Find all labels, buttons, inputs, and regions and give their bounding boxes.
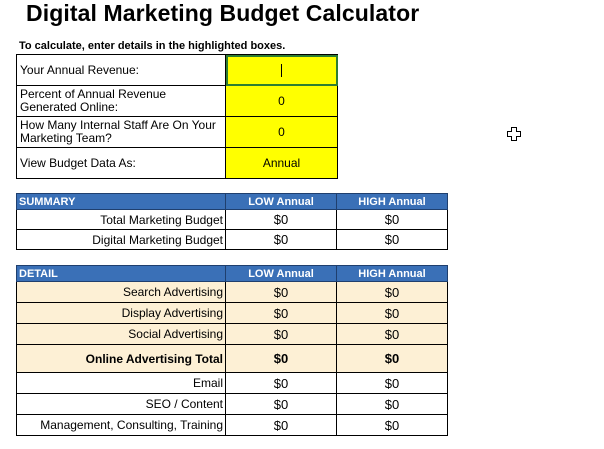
row-label[interactable]: Display Advertising <box>16 302 226 324</box>
table-row: SEO / Content $0 $0 <box>16 393 448 415</box>
summary-table: SUMMARY LOW Annual HIGH Annual Total Mar… <box>16 193 448 250</box>
move-cursor-icon <box>507 127 521 141</box>
high-value[interactable]: $0 <box>336 393 448 415</box>
table-row: Digital Marketing Budget $0 $0 <box>16 229 448 250</box>
detail-header: DETAIL <box>16 265 226 282</box>
table-row: Display Advertising $0 $0 <box>16 302 448 324</box>
percent-online-label: Percent of Annual Revenue Generated Onli… <box>16 85 226 117</box>
table-row: Social Advertising $0 $0 <box>16 323 448 345</box>
low-annual-header: LOW Annual <box>225 265 337 282</box>
high-value[interactable]: $0 <box>336 323 448 345</box>
high-value[interactable]: $0 <box>336 209 448 230</box>
staff-count-label: How Many Internal Staff Are On Your Mark… <box>16 116 226 148</box>
low-value[interactable]: $0 <box>225 302 337 324</box>
staff-count-input[interactable]: 0 <box>225 116 338 148</box>
summary-header: SUMMARY <box>16 193 226 210</box>
row-label[interactable]: Email <box>16 372 226 394</box>
row-label[interactable]: Digital Marketing Budget <box>16 229 226 250</box>
revenue-input[interactable] <box>225 54 338 86</box>
row-label[interactable]: Management, Consulting, Training <box>16 414 226 436</box>
row-label[interactable]: Social Advertising <box>16 323 226 345</box>
text-cursor <box>281 64 282 78</box>
table-row: Management, Consulting, Training $0 $0 <box>16 414 448 436</box>
input-table: Your Annual Revenue: Percent of Annual R… <box>16 54 338 179</box>
page-title: Digital Marketing Budget Calculator <box>26 0 420 26</box>
high-annual-header: HIGH Annual <box>336 265 448 282</box>
row-label[interactable]: Search Advertising <box>16 281 226 303</box>
detail-table: DETAIL LOW Annual HIGH Annual Search Adv… <box>16 265 448 436</box>
table-row: Email $0 $0 <box>16 372 448 394</box>
high-value[interactable]: $0 <box>336 281 448 303</box>
row-label[interactable]: Total Marketing Budget <box>16 209 226 230</box>
low-value[interactable]: $0 <box>225 344 337 373</box>
view-budget-select[interactable]: Annual <box>225 147 338 179</box>
instruction-text: To calculate, enter details in the highl… <box>19 40 286 52</box>
total-row: Online Advertising Total $0 $0 <box>16 344 448 373</box>
view-budget-label: View Budget Data As: <box>16 147 226 179</box>
high-value[interactable]: $0 <box>336 302 448 324</box>
high-annual-header: HIGH Annual <box>336 193 448 210</box>
row-label[interactable]: SEO / Content <box>16 393 226 415</box>
low-value[interactable]: $0 <box>225 323 337 345</box>
high-value[interactable]: $0 <box>336 414 448 436</box>
revenue-label: Your Annual Revenue: <box>16 54 226 86</box>
low-value[interactable]: $0 <box>225 393 337 415</box>
high-value[interactable]: $0 <box>336 372 448 394</box>
low-value[interactable]: $0 <box>225 372 337 394</box>
low-value[interactable]: $0 <box>225 209 337 230</box>
low-value[interactable]: $0 <box>225 281 337 303</box>
low-annual-header: LOW Annual <box>225 193 337 210</box>
high-value[interactable]: $0 <box>336 344 448 373</box>
table-row: Total Marketing Budget $0 $0 <box>16 209 448 230</box>
high-value[interactable]: $0 <box>336 229 448 250</box>
low-value[interactable]: $0 <box>225 414 337 436</box>
low-value[interactable]: $0 <box>225 229 337 250</box>
percent-online-input[interactable]: 0 <box>225 85 338 117</box>
row-label[interactable]: Online Advertising Total <box>16 344 226 373</box>
table-row: Search Advertising $0 $0 <box>16 281 448 303</box>
